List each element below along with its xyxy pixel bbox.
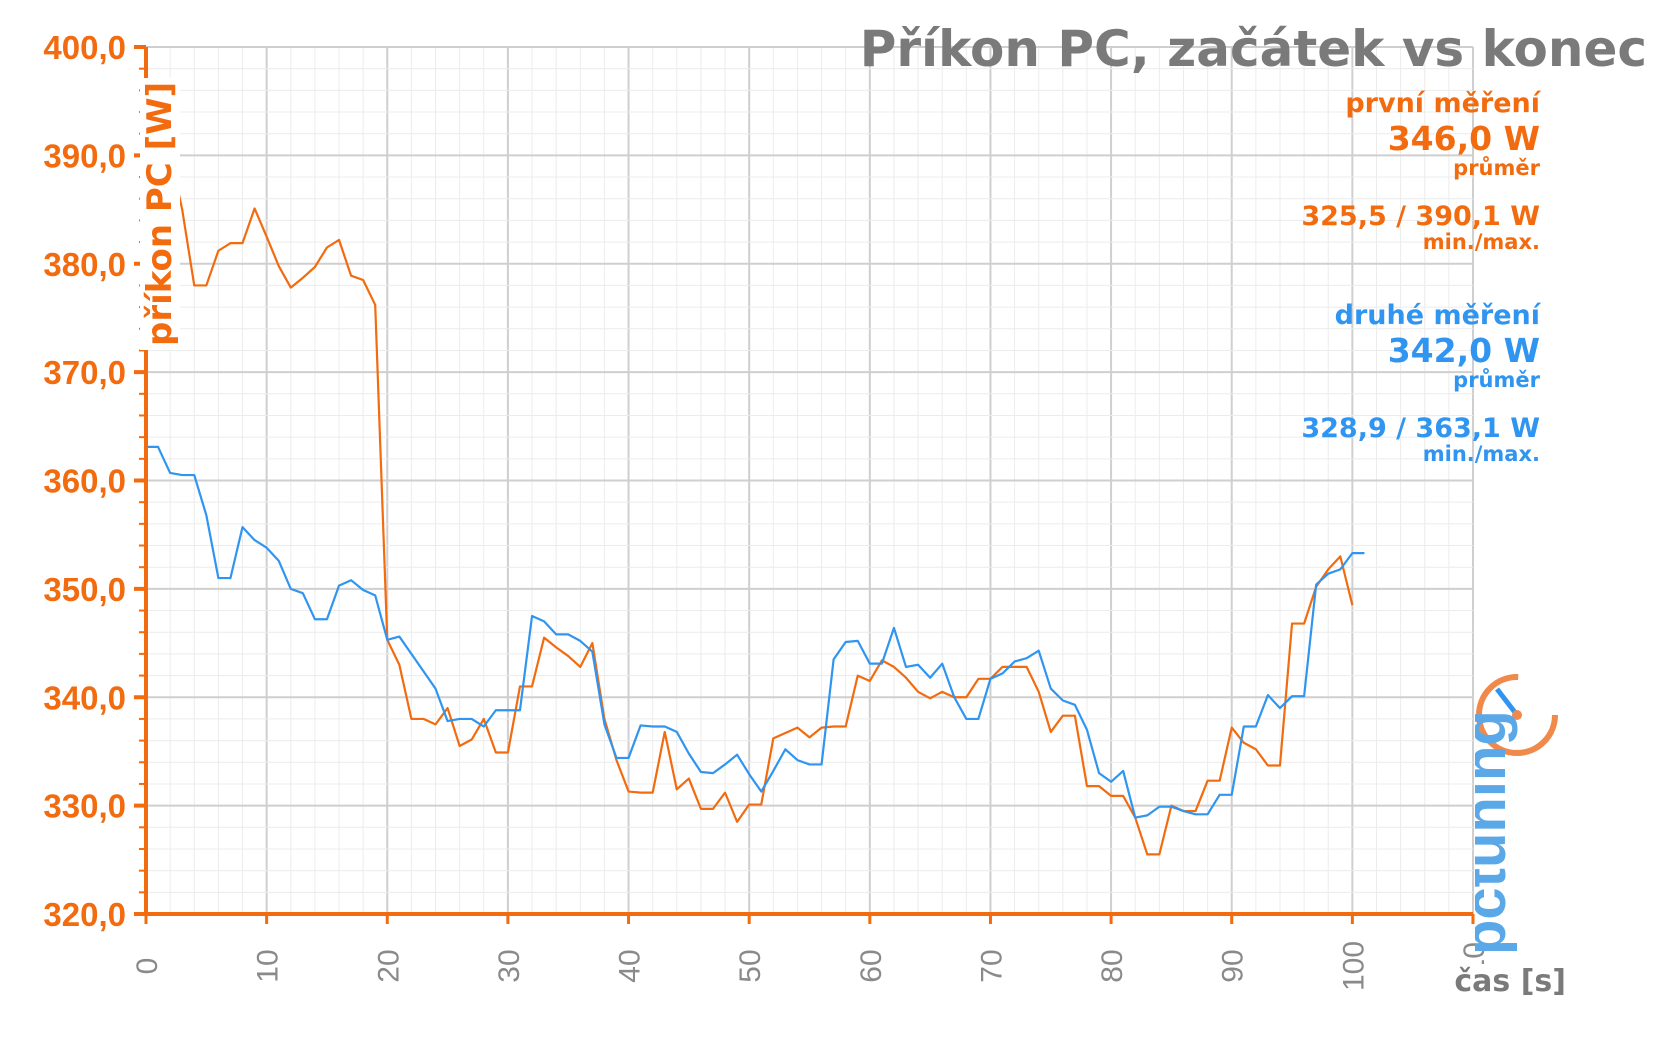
first-measurement-minmax-caption: min./max. (1422, 230, 1540, 254)
x-axis-label: čas [s] (1450, 964, 1570, 999)
y-tick-label: 330,0 (43, 788, 126, 825)
x-tick-label: 60 (855, 949, 888, 982)
x-tick-label: 10 (252, 949, 285, 982)
first-measurement-label: první měření (1345, 88, 1540, 119)
series-line-second (146, 445, 1365, 819)
first-measurement-average: 346,0 W (1387, 119, 1540, 158)
series-line-first (145, 153, 1354, 856)
pctuning-logo: pctuning (1453, 635, 1565, 960)
grid (145, 46, 1474, 915)
y-axis-label: příkon PC [W] (140, 77, 180, 350)
second-measurement-stats: druhé měření 342,0 W průměr 328,9 / 363,… (1301, 300, 1540, 465)
second-measurement-label: druhé měření (1334, 300, 1540, 331)
y-tick-label: 370,0 (43, 354, 126, 391)
x-tick-label: 0 (131, 958, 164, 975)
y-tick-label: 380,0 (43, 246, 126, 283)
x-tick-label: 40 (614, 949, 647, 982)
second-measurement-average: 342,0 W (1387, 331, 1540, 370)
x-tick-label: 50 (734, 949, 767, 982)
y-tick-label: 390,0 (43, 137, 126, 174)
second-measurement-average-caption: průměr (1453, 368, 1540, 392)
y-tick-label: 320,0 (43, 896, 126, 933)
y-tick-label: 360,0 (43, 463, 126, 500)
axes: 320,0 330,0 340,0 350,0 360,0 370,0 380,0 390,0… (43, 29, 1491, 991)
first-measurement-average-caption: průměr (1453, 156, 1540, 180)
second-measurement-minmax-caption: min./max. (1422, 442, 1540, 466)
first-measurement-stats: první měření 346,0 W průměr 325,5 / 390,… (1301, 88, 1540, 253)
y-tick-label: 400,0 (43, 29, 126, 66)
logo-text: pctuning (1475, 710, 1518, 955)
x-tick-label: 90 (1217, 949, 1250, 982)
first-measurement-minmax: 325,5 / 390,1 W (1301, 201, 1540, 232)
chart-title: Příkon PC, začátek vs konec (859, 20, 1647, 78)
x-tick-label: 70 (975, 949, 1008, 982)
x-tick-label: 20 (372, 949, 405, 982)
x-tick-label: 30 (493, 949, 526, 982)
second-measurement-minmax: 328,9 / 363,1 W (1301, 413, 1540, 444)
y-tick-label: 350,0 (43, 571, 126, 608)
series-layer (145, 153, 1365, 856)
x-tick-label: 80 (1096, 949, 1129, 982)
y-tick-label: 340,0 (43, 679, 126, 716)
x-tick-label: 100 (1337, 941, 1370, 991)
